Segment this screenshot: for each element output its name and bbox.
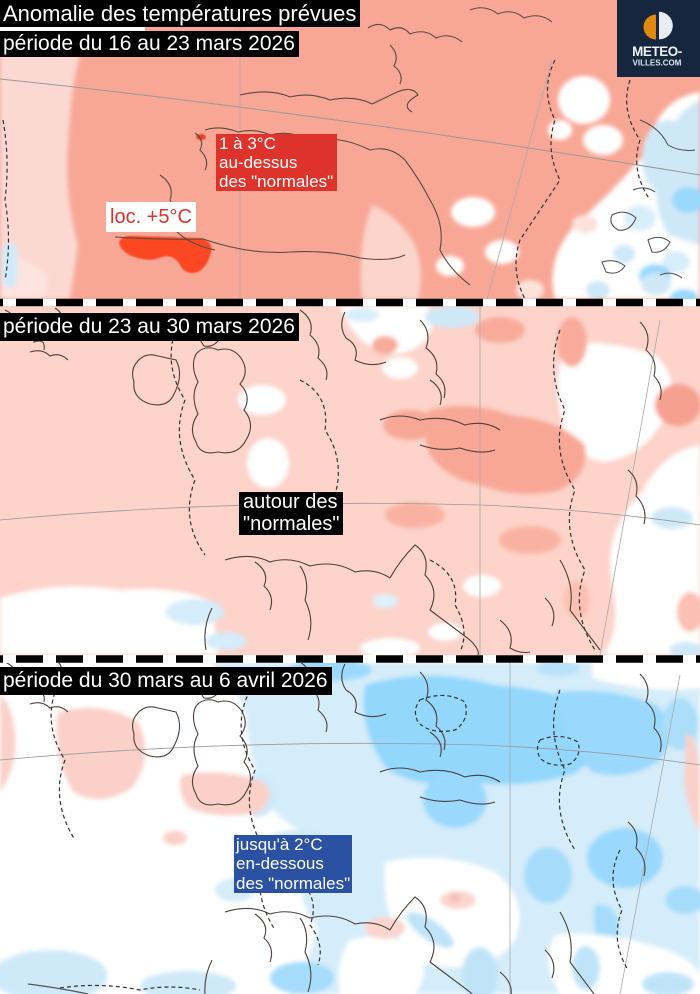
svg-text:METEO-: METEO-	[632, 44, 682, 59]
svg-text:VILLES.COM: VILLES.COM	[633, 59, 682, 68]
